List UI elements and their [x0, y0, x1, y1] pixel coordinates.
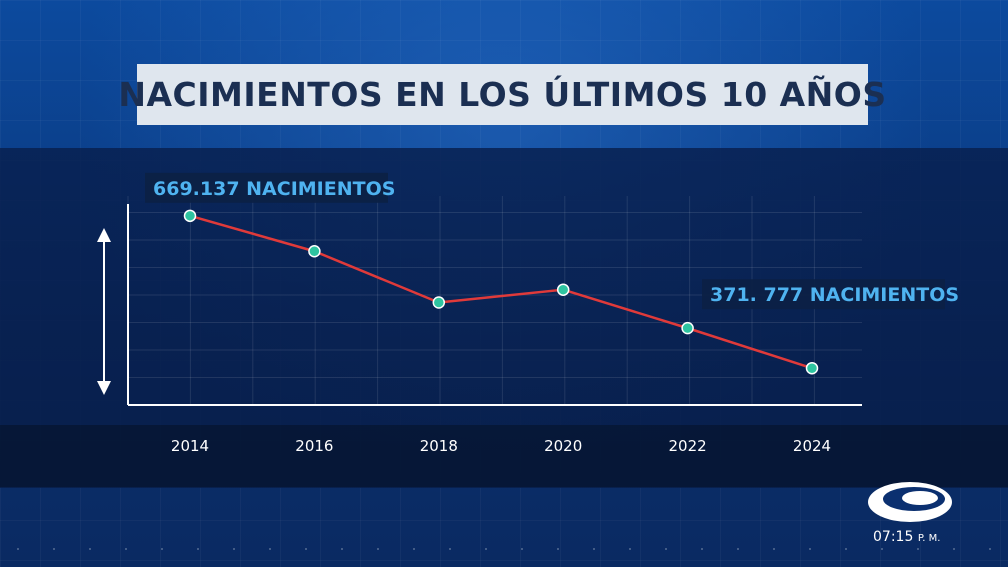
annotation-layer: 669.137 NACIMIENTOS 371. 777 NACIMIENTOS [145, 172, 959, 310]
title-box: NACIMIENTOS EN LOS ÚLTIMOS 10 AÑOS [118, 64, 886, 125]
arrow-up-icon [97, 228, 111, 242]
data-point-2016 [308, 245, 321, 258]
data-point-2024 [805, 361, 819, 375]
data-point-2020 [556, 283, 570, 296]
data-point-2014 [183, 209, 197, 223]
x-tick-label-2014: 2014 [171, 437, 209, 455]
x-tick-label-2018: 2018 [420, 437, 458, 455]
annotation-label-1: 371. 777 NACIMIENTOS [710, 284, 959, 306]
series-line-layer [189, 214, 813, 370]
data-point-2022 [681, 321, 694, 335]
x-tick-label-2020: 2020 [544, 437, 582, 455]
x-tick-label-2024: 2024 [793, 437, 831, 455]
decorative-dot-row [0, 548, 1008, 550]
clock-ampm: P. M. [917, 533, 941, 544]
arrow-down-icon [97, 381, 111, 395]
x-tick-label-2022: 2022 [669, 437, 707, 455]
annotation-box-1 [702, 279, 945, 310]
x-tick-label-2016: 2016 [295, 437, 333, 455]
annotation-box-0 [145, 172, 388, 203]
x-tick-label-layer: 2014 2016 2018 2020 2022 2024 [171, 437, 831, 455]
annotation-label-0: 669.137 NACIMIENTOS [153, 178, 395, 200]
series-marker-layer [183, 209, 819, 375]
data-point-2018 [432, 296, 446, 309]
clock-time: 07:15 [873, 529, 914, 545]
x-axis-band [0, 425, 1008, 487]
series-line [189, 214, 813, 370]
chart-title: NACIMIENTOS EN LOS ÚLTIMOS 10 AÑOS [118, 75, 887, 114]
clock: 07:15 P. M. [873, 529, 940, 545]
range-arrow [97, 228, 111, 395]
channel-logo-icon [868, 482, 952, 522]
